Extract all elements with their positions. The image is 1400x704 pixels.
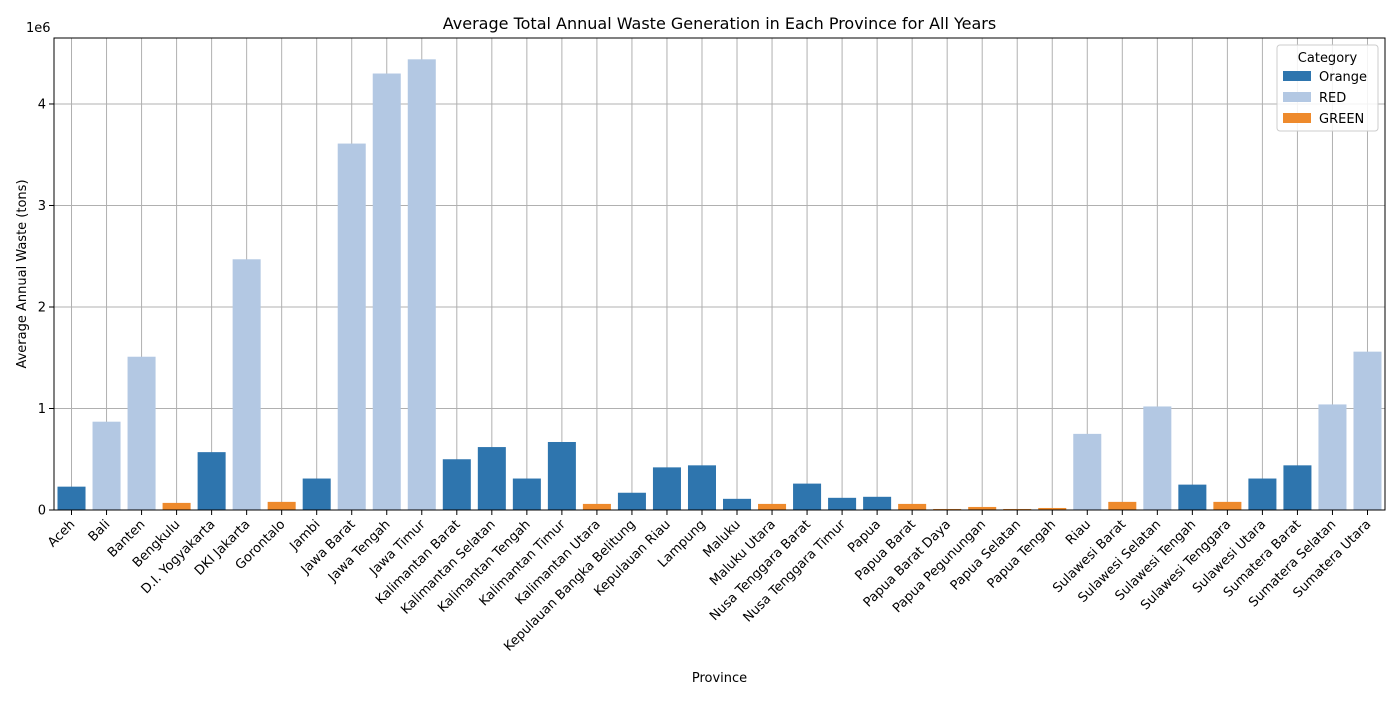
bar [863,496,892,510]
bar [793,483,822,510]
bar [302,478,331,510]
bar [758,503,787,510]
y-tick-label: 0 [38,504,46,519]
legend-label: Orange [1319,70,1367,85]
y-tick-label: 3 [38,199,46,214]
bar [617,492,646,510]
bar [1003,508,1032,510]
legend: Category Orange RED GREEN [1276,44,1379,132]
bars [57,59,1382,510]
chart-title: Average Total Annual Waste Generation in… [443,14,996,33]
bar [687,465,716,510]
bar [57,486,86,510]
x-axis-label: Province [692,671,747,686]
bar [723,498,752,510]
bar [828,497,857,510]
bar [477,447,506,510]
bar [1248,478,1277,510]
x-tick-label: Aceh [45,517,78,550]
y-tick-label: 2 [38,300,46,315]
bar [1038,507,1067,510]
legend-items: Orange RED GREEN [1283,70,1367,127]
bar [1073,433,1102,510]
bar [933,508,962,510]
legend-label: GREEN [1319,112,1364,127]
bar [898,503,927,510]
bar [1108,501,1137,510]
legend-box [1276,44,1379,132]
bar [232,259,261,510]
y-ticks: 0 1 2 3 4 [38,97,54,519]
bar [372,73,401,510]
x-tick-label: Bali [86,517,114,545]
bar [547,441,576,510]
bar [1353,351,1382,510]
x-tick-label: Riau [1063,517,1094,548]
bar [92,421,121,510]
bar [127,356,156,510]
y-tick-label: 1 [38,402,46,417]
plot-frame [53,37,1386,511]
bar [442,459,471,510]
bar [512,478,541,510]
bar [162,502,191,510]
legend-label: RED [1319,91,1346,106]
bar [337,143,366,510]
bar [1178,484,1207,510]
bar [1143,406,1172,510]
bar [407,59,436,510]
legend-swatch [1283,92,1311,102]
legend-swatch [1283,113,1311,123]
bar [197,452,226,510]
bar [267,501,296,510]
legend-title: Category [1298,51,1358,66]
bar [1213,501,1242,510]
bar [1318,404,1347,510]
bar [582,503,611,510]
bar [1283,465,1312,510]
y-tick-label: 4 [38,97,46,112]
y-axis-label: Average Annual Waste (tons) [15,179,30,368]
y-axis-multiplier: 1e6 [26,21,51,36]
bar [968,506,997,510]
legend-swatch [1283,71,1311,81]
bar [652,467,681,510]
